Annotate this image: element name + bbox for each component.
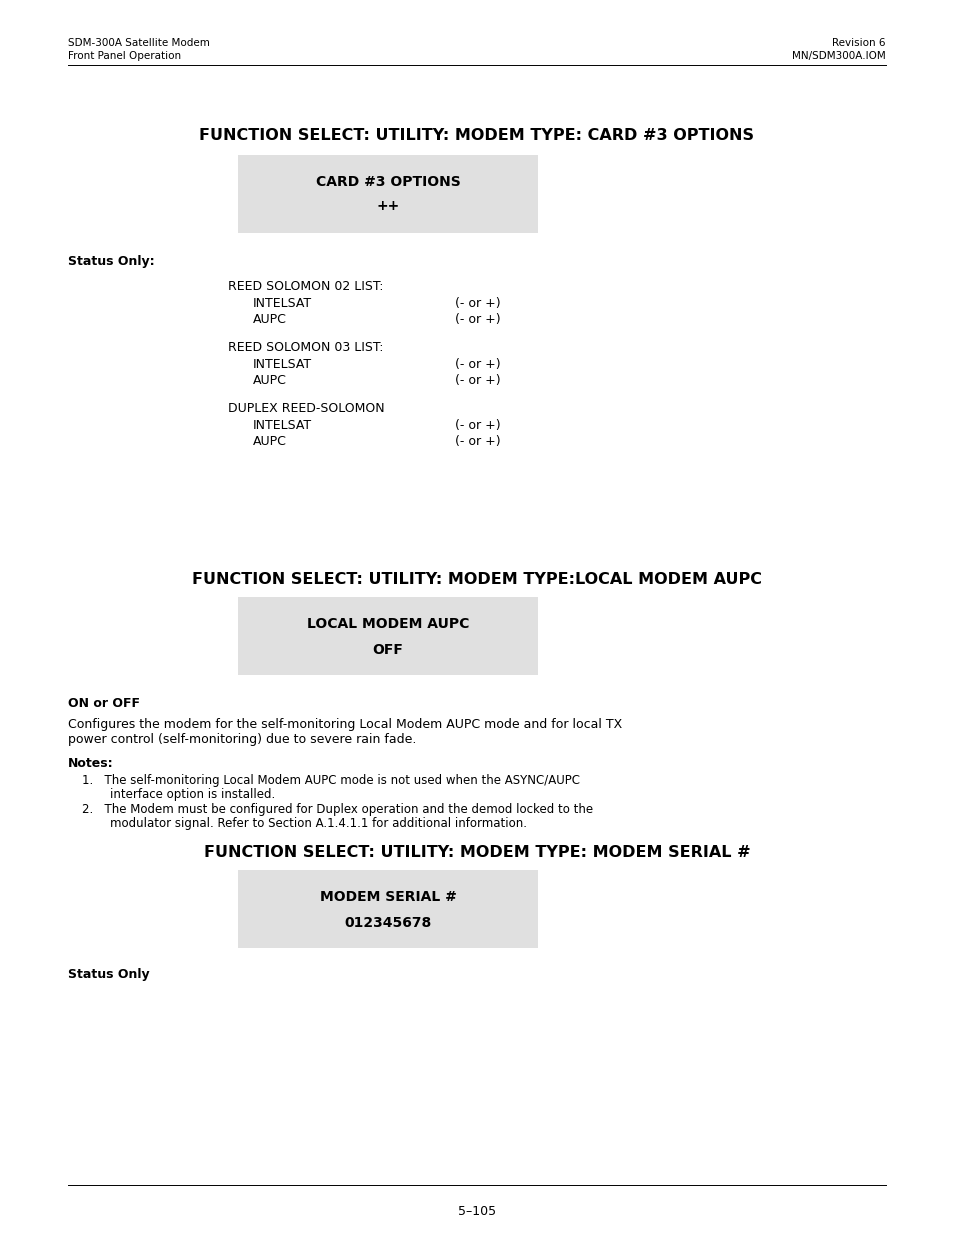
- Text: REED SOLOMON 02 LIST:: REED SOLOMON 02 LIST:: [228, 280, 383, 293]
- Text: ++: ++: [376, 199, 399, 212]
- Text: INTELSAT: INTELSAT: [253, 358, 312, 370]
- Text: ON or OFF: ON or OFF: [68, 697, 140, 710]
- Text: AUPC: AUPC: [253, 435, 287, 448]
- Text: FUNCTION SELECT: UTILITY: MODEM TYPE: MODEM SERIAL #: FUNCTION SELECT: UTILITY: MODEM TYPE: MO…: [204, 845, 749, 860]
- Bar: [237, 156, 537, 233]
- Text: DUPLEX REED-SOLOMON: DUPLEX REED-SOLOMON: [228, 403, 384, 415]
- Text: (- or +): (- or +): [455, 312, 500, 326]
- Text: FUNCTION SELECT: UTILITY: MODEM TYPE:LOCAL MODEM AUPC: FUNCTION SELECT: UTILITY: MODEM TYPE:LOC…: [192, 572, 761, 587]
- Text: MODEM SERIAL #: MODEM SERIAL #: [319, 890, 456, 904]
- Text: AUPC: AUPC: [253, 374, 287, 387]
- Text: Revision 6: Revision 6: [832, 38, 885, 48]
- Text: Status Only:: Status Only:: [68, 254, 154, 268]
- Text: (- or +): (- or +): [455, 358, 500, 370]
- Text: MN/SDM300A.IOM: MN/SDM300A.IOM: [791, 51, 885, 61]
- Text: Front Panel Operation: Front Panel Operation: [68, 51, 181, 61]
- Text: REED SOLOMON 03 LIST:: REED SOLOMON 03 LIST:: [228, 341, 383, 354]
- Text: FUNCTION SELECT: UTILITY: MODEM TYPE: CARD #3 OPTIONS: FUNCTION SELECT: UTILITY: MODEM TYPE: CA…: [199, 128, 754, 143]
- Text: 2.   The Modem must be configured for Duplex operation and the demod locked to t: 2. The Modem must be configured for Dupl…: [82, 803, 593, 816]
- Text: modulator signal. Refer to Section A.1.4.1.1 for additional information.: modulator signal. Refer to Section A.1.4…: [110, 818, 526, 830]
- Text: INTELSAT: INTELSAT: [253, 419, 312, 432]
- Text: CARD #3 OPTIONS: CARD #3 OPTIONS: [315, 175, 460, 189]
- Text: power control (self-monitoring) due to severe rain fade.: power control (self-monitoring) due to s…: [68, 734, 416, 746]
- Text: 1.   The self-monitoring Local Modem AUPC mode is not used when the ASYNC/AUPC: 1. The self-monitoring Local Modem AUPC …: [82, 774, 579, 787]
- Text: (- or +): (- or +): [455, 374, 500, 387]
- Text: Notes:: Notes:: [68, 757, 113, 769]
- Text: AUPC: AUPC: [253, 312, 287, 326]
- Text: LOCAL MODEM AUPC: LOCAL MODEM AUPC: [307, 618, 469, 631]
- Text: 012345678: 012345678: [344, 916, 431, 930]
- Text: Status Only: Status Only: [68, 968, 150, 981]
- Text: Configures the modem for the self-monitoring Local Modem AUPC mode and for local: Configures the modem for the self-monito…: [68, 718, 621, 731]
- Text: (- or +): (- or +): [455, 296, 500, 310]
- Text: 5–105: 5–105: [457, 1205, 496, 1218]
- Text: INTELSAT: INTELSAT: [253, 296, 312, 310]
- Bar: [237, 869, 537, 948]
- Text: interface option is installed.: interface option is installed.: [110, 788, 275, 802]
- Text: (- or +): (- or +): [455, 419, 500, 432]
- Text: (- or +): (- or +): [455, 435, 500, 448]
- Bar: [237, 597, 537, 676]
- Text: OFF: OFF: [373, 643, 403, 657]
- Text: SDM-300A Satellite Modem: SDM-300A Satellite Modem: [68, 38, 210, 48]
